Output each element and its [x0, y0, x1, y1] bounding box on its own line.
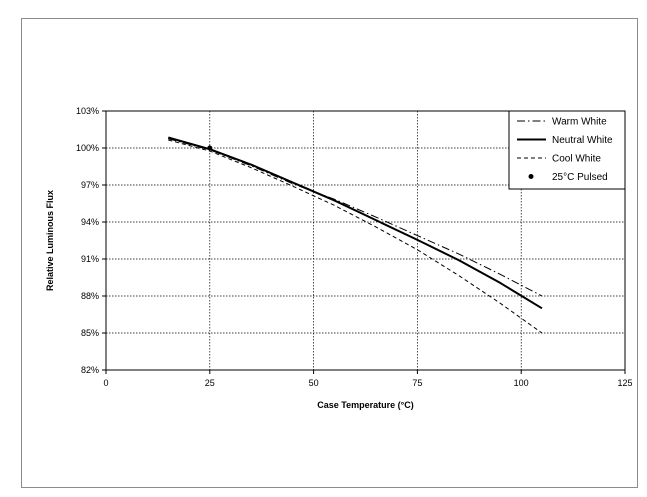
- legend-box: [508, 110, 626, 190]
- legend-marker: [528, 174, 534, 179]
- legend-label: Neutral White: [552, 135, 613, 146]
- y-tick-label: 82%: [81, 365, 99, 375]
- x-axis-label: Case Temperature (°C): [317, 400, 413, 410]
- legend-label: Cool White: [552, 154, 601, 165]
- x-tick-label: 50: [309, 378, 319, 388]
- plot-area: [105, 110, 626, 371]
- y-axis: 82% 85% 88% 91% 94% 97% 100% 103%: [76, 106, 106, 375]
- y-tick-label: 91%: [81, 254, 99, 264]
- legend-label: 25°C Pulsed: [552, 172, 608, 183]
- series: [168, 136, 543, 334]
- y-tick-label: 100%: [76, 143, 99, 153]
- x-tick-label: 125: [617, 378, 632, 388]
- series-warm-white-line: [168, 138, 543, 297]
- x-tick-label: 75: [412, 378, 422, 388]
- chart-frame: 0 25 50 75 100 125 82% 85% 88% 91% 94% 97% 100% 103%…: [21, 18, 638, 488]
- x-axis: 0 25 50 75 100 125: [103, 370, 633, 388]
- y-tick-label: 103%: [76, 106, 99, 116]
- chart: 0 25 50 75 100 125 82% 85% 88% 91% 94% 97% 100% 103%…: [45, 106, 633, 410]
- x-tick-label: 25: [205, 378, 215, 388]
- legend: Warm White Neutral White Cool White 25°C Pu…: [508, 110, 626, 190]
- series-25-c-pulsed-point: [207, 145, 213, 151]
- y-axis-label: Relative Luminous Flux: [45, 190, 55, 291]
- y-tick-label: 94%: [81, 217, 99, 227]
- series-neutral-white-line: [168, 136, 543, 310]
- legend-label: Warm White: [552, 117, 607, 128]
- y-tick-label: 85%: [81, 328, 99, 338]
- y-tick-label: 88%: [81, 291, 99, 301]
- x-tick-label: 100: [514, 378, 529, 388]
- y-tick-label: 97%: [81, 180, 99, 190]
- series-cool-white-line: [168, 139, 543, 334]
- x-tick-label: 0: [103, 378, 108, 388]
